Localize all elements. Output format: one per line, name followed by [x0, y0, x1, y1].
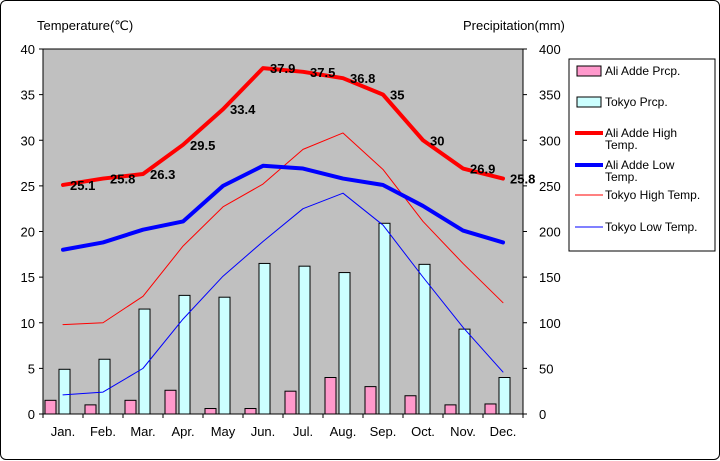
- legend-ali-adde-prcp-label: Ali Adde Prcp.: [605, 64, 680, 78]
- legend-ali-adde-high-label: Temp.: [605, 138, 638, 152]
- x-tick-label: May: [211, 424, 236, 439]
- x-tick-label: Sep.: [370, 424, 397, 439]
- bar-tokyo-prcp: [338, 272, 351, 415]
- bar-ali-adde-prcp: [164, 389, 177, 415]
- high-temp-data-label: 25.8: [110, 172, 135, 187]
- high-temp-data-label: 26.9: [470, 162, 495, 177]
- left-tick-label: 10: [21, 316, 35, 331]
- bar-tokyo-prcp: [138, 308, 151, 415]
- right-tick-label: 200: [539, 225, 561, 240]
- high-temp-data-label: 29.5: [190, 138, 215, 153]
- right-tick-label: 100: [539, 316, 561, 331]
- x-tick-label: Jan.: [51, 424, 76, 439]
- x-tick-label: Jul.: [293, 424, 313, 439]
- high-temp-data-label: 36.8: [350, 71, 375, 86]
- ali-adde-high-line: [61, 66, 505, 187]
- left-tick-label: 0: [28, 407, 35, 422]
- bar-tokyo-prcp: [98, 358, 111, 415]
- high-temp-data-label: 26.3: [150, 167, 175, 182]
- bar-tokyo-prcp: [58, 368, 71, 415]
- left-axis-title: Temperature(℃): [37, 18, 133, 33]
- legend-ali-adde-prcp-swatch: [576, 65, 602, 77]
- right-tick-label: 250: [539, 179, 561, 194]
- x-tick-label: Dec.: [490, 424, 517, 439]
- bar-ali-adde-prcp: [124, 399, 137, 415]
- tokyo-low-line: [62, 192, 504, 396]
- bar-ali-adde-prcp: [44, 399, 57, 415]
- high-temp-data-label: 25.1: [70, 178, 95, 193]
- bar-ali-adde-prcp: [324, 377, 337, 415]
- bar-ali-adde-prcp: [444, 404, 457, 415]
- right-tick-label: 50: [539, 361, 553, 376]
- left-tick-label: 40: [21, 42, 35, 57]
- x-tick-label: Jun.: [251, 424, 276, 439]
- plot-area: [42, 48, 524, 415]
- left-tick-label: 15: [21, 270, 35, 285]
- legend: Ali Adde Prcp.Tokyo Prcp.Ali Adde HighTe…: [568, 58, 716, 252]
- x-tick-label: Feb.: [90, 424, 116, 439]
- legend-tokyo-prcp-swatch: [576, 96, 602, 108]
- bar-layer: [44, 222, 511, 415]
- ali-adde-low-line: [61, 163, 505, 252]
- right-tick-label: 300: [539, 133, 561, 148]
- legend-ali-adde-low-label: Ali Adde Low: [605, 158, 675, 172]
- x-tick-label: Mar.: [130, 424, 155, 439]
- x-tick-label: Aug.: [330, 424, 357, 439]
- left-tick-label: 30: [21, 133, 35, 148]
- bar-ali-adde-prcp: [284, 390, 297, 415]
- legend-tokyo-low-label: Tokyo Low Temp.: [605, 220, 698, 234]
- right-tick-label: 400: [539, 42, 561, 57]
- left-tick-label: 20: [21, 225, 35, 240]
- left-tick-label: 25: [21, 179, 35, 194]
- bar-ali-adde-prcp: [84, 404, 97, 415]
- line-layer: [61, 66, 505, 396]
- legend-ali-adde-high-label: Ali Adde High: [605, 126, 677, 140]
- high-temp-data-label: 37.9: [270, 61, 295, 76]
- bar-ali-adde-prcp: [244, 408, 257, 415]
- left-tick-label: 5: [28, 361, 35, 376]
- bar-tokyo-prcp: [378, 222, 391, 415]
- bar-tokyo-prcp: [258, 262, 271, 415]
- legend-ali-adde-low-label: Temp.: [605, 170, 638, 184]
- right-axis-title: Precipitation(mm): [463, 18, 565, 33]
- bar-ali-adde-prcp: [364, 386, 377, 415]
- high-temp-data-label: 30: [430, 133, 444, 148]
- high-temp-data-label: 25.8: [510, 172, 535, 187]
- x-tick-label: Oct.: [411, 424, 435, 439]
- legend-box: [568, 58, 716, 252]
- legend-tokyo-prcp-label: Tokyo Prcp.: [605, 95, 668, 109]
- high-temp-data-label: 35: [390, 88, 404, 103]
- axes-layer: 0510152025303540050100150200250300350400…: [21, 42, 561, 439]
- bar-ali-adde-prcp: [404, 395, 417, 415]
- high-temp-data-label: 33.4: [230, 102, 256, 117]
- bar-ali-adde-prcp: [484, 403, 497, 415]
- high-temp-data-label: 37.5: [310, 65, 335, 80]
- right-tick-label: 0: [539, 407, 546, 422]
- right-tick-label: 350: [539, 88, 561, 103]
- x-tick-label: Nov.: [450, 424, 476, 439]
- legend-tokyo-high-label: Tokyo High Temp.: [605, 188, 700, 202]
- bar-tokyo-prcp: [458, 328, 471, 415]
- x-tick-label: Apr.: [171, 424, 194, 439]
- bar-tokyo-prcp: [218, 296, 231, 415]
- bar-tokyo-prcp: [298, 265, 311, 415]
- bar-ali-adde-prcp: [204, 408, 217, 415]
- bar-tokyo-prcp: [498, 377, 511, 415]
- bar-tokyo-prcp: [178, 294, 191, 415]
- bar-tokyo-prcp: [418, 263, 431, 415]
- left-tick-label: 35: [21, 88, 35, 103]
- right-tick-label: 150: [539, 270, 561, 285]
- data-label-layer: 25.1 25.8 26.3 29.5 33.4 37.9 37.5 36.8 35 30 26.9…: [70, 61, 535, 193]
